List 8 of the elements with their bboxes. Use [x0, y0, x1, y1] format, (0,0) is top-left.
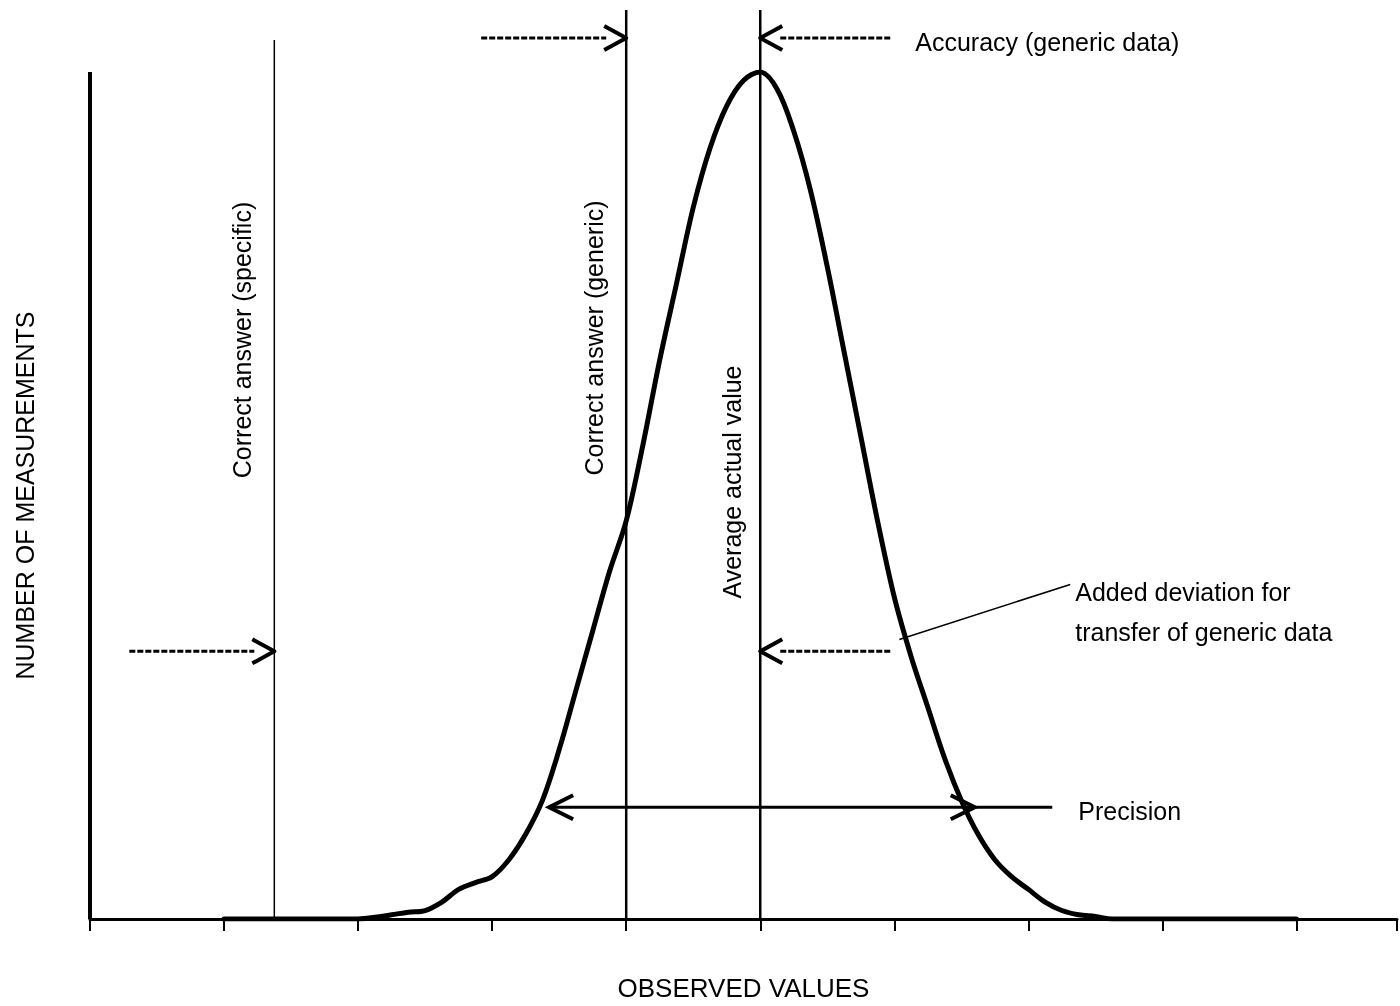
annotation: Correct answer (generic) [580, 200, 609, 476]
annotation: Correct answer (specific) [228, 201, 257, 479]
y-axis-title: NUMBER OF MEASUREMENTS [10, 311, 39, 680]
annotation: Average actual value [718, 365, 747, 599]
annotation: Added deviation for transfer of generic data [1075, 577, 1333, 646]
x-axis-title: OBSERVED VALUES [617, 973, 870, 1003]
text: Accuracy (generic data) [915, 28, 1180, 56]
annotation: Precision [1078, 797, 1182, 826]
